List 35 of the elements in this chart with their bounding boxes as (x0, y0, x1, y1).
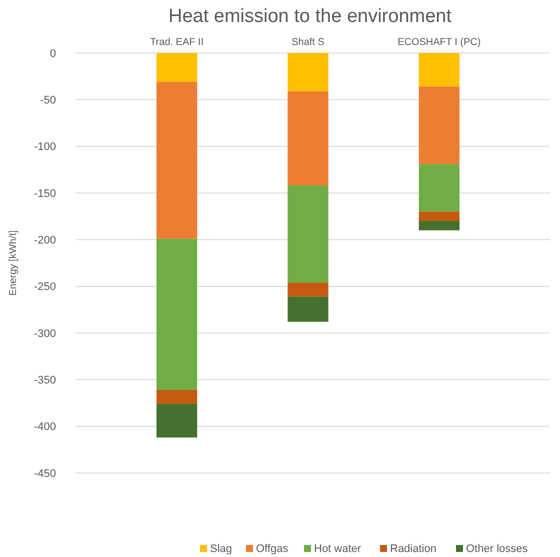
chart-title: Heat emission to the environment (168, 6, 452, 27)
y-tick-label: -450 (34, 468, 56, 480)
y-tick-label: -400 (34, 421, 56, 434)
legend-label: Offgas (256, 543, 289, 555)
y-tick-label: 0 (50, 48, 56, 60)
x-tick-label: ECOSHAFT I (PC) (398, 37, 481, 48)
y-axis-title: Energy [kWh/t] (8, 230, 19, 296)
bar (418, 53, 460, 87)
bar (156, 82, 198, 239)
bar (418, 164, 460, 212)
bar (288, 296, 328, 322)
bar (288, 91, 328, 186)
bar (156, 53, 198, 82)
legend-label: Radiation (390, 543, 436, 555)
bar (288, 186, 328, 283)
y-tick-label: -200 (34, 234, 56, 247)
legend-label: Other losses (466, 543, 528, 555)
y-tick-label: -250 (34, 281, 56, 294)
y-tick-label: -350 (34, 374, 56, 387)
bar (418, 212, 460, 221)
y-tick-label: -300 (34, 328, 56, 340)
legend-label: Slag (210, 543, 232, 555)
y-tick-label: -100 (34, 141, 56, 154)
y-tick-label: -150 (34, 188, 56, 200)
bar (288, 53, 328, 92)
x-tick-label: Trad. EAF II (150, 37, 204, 48)
x-tick-label: Shaft S (292, 37, 325, 48)
bar (418, 86, 460, 164)
bar (156, 390, 198, 404)
bar (288, 282, 328, 297)
legend-label: Hot water (314, 543, 362, 555)
bar (156, 404, 198, 438)
y-tick-label: -50 (40, 94, 56, 107)
bar (418, 221, 460, 230)
bar (156, 238, 198, 390)
